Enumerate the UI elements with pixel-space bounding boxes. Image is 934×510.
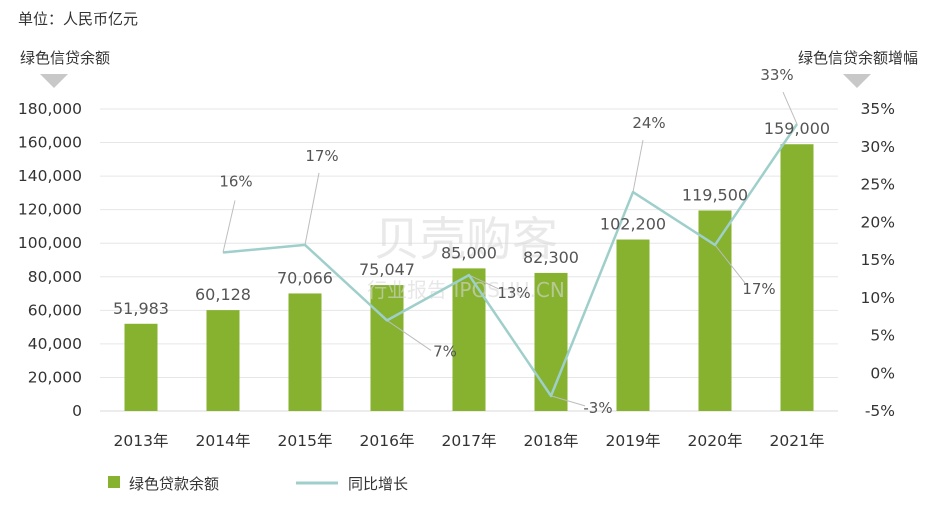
legend: 绿色贷款余额 同比增长 xyxy=(108,475,408,493)
growth-value-label: 16% xyxy=(219,172,252,190)
bar xyxy=(288,293,322,411)
x-tick-label: 2016年 xyxy=(360,432,415,450)
growth-line xyxy=(222,123,799,398)
leader-line xyxy=(782,91,798,125)
right-tick-label: 30% xyxy=(861,138,895,156)
growth-value-label: 17% xyxy=(742,280,775,298)
left-axis-ticks: 0 20,000 40,000 60,000 80,000 100,000 120,000 1… xyxy=(18,100,82,420)
bar-value-label: 51,983 xyxy=(113,299,169,318)
left-tick-label: 100,000 xyxy=(18,234,82,252)
growth-value-label: 7% xyxy=(433,342,457,360)
bar-value-label: 70,066 xyxy=(277,268,333,287)
growth-line-series xyxy=(222,123,799,398)
watermark-sub: 行业报告 IPOSHU.CN xyxy=(367,278,565,302)
right-tick-label: 0% xyxy=(870,364,895,382)
right-tick-label: 25% xyxy=(861,176,895,194)
right-tick-label: 10% xyxy=(861,289,895,307)
bar xyxy=(370,285,404,411)
growth-value-label: 17% xyxy=(305,147,338,165)
x-axis-ticks: 2013年 2014年 2015年 2016年 2017年 2018年 2019年 2020年… xyxy=(114,432,825,450)
x-tick-label: 2013年 xyxy=(114,432,169,450)
unit-label: 单位：人民币亿元 xyxy=(18,10,138,28)
right-tick-label: 35% xyxy=(861,100,895,118)
left-tick-label: 20,000 xyxy=(28,368,82,386)
left-axis-title: 绿色信贷余额 xyxy=(20,49,110,67)
x-tick-label: 2015年 xyxy=(278,432,333,450)
left-tick-label: 60,000 xyxy=(28,301,82,319)
bar-value-label: 159,000 xyxy=(764,119,830,138)
right-axis-marker xyxy=(843,74,871,88)
growth-value-label: 33% xyxy=(760,66,793,84)
bar xyxy=(206,310,240,411)
right-tick-label: 5% xyxy=(870,327,895,345)
x-tick-label: 2014年 xyxy=(196,432,251,450)
growth-label-leaders xyxy=(222,91,798,407)
bar xyxy=(616,239,650,411)
legend-line-label: 同比增长 xyxy=(348,475,408,493)
left-tick-label: 160,000 xyxy=(18,134,82,152)
bar-value-label: 85,000 xyxy=(441,243,497,262)
left-axis-marker xyxy=(40,74,68,88)
left-tick-label: 80,000 xyxy=(28,268,82,286)
leader-line xyxy=(222,200,236,253)
legend-bar-swatch xyxy=(108,476,120,488)
growth-value-label: 13% xyxy=(497,284,530,302)
growth-value-label: -3% xyxy=(583,399,612,417)
bar-value-label: 102,200 xyxy=(600,215,666,234)
right-tick-label: 15% xyxy=(861,251,895,269)
left-tick-label: 120,000 xyxy=(18,201,82,219)
leader-line xyxy=(468,274,500,290)
left-tick-label: 140,000 xyxy=(18,167,82,185)
leader-line xyxy=(632,139,644,193)
x-tick-label: 2021年 xyxy=(770,432,825,450)
bar xyxy=(780,144,814,411)
watermark: 贝壳购客 行业报告 IPOSHU.CN xyxy=(367,212,565,302)
right-tick-label: -5% xyxy=(865,402,895,420)
leader-line xyxy=(550,395,586,407)
growth-data-labels: 16% 17% 7% 13% -3% 24% 17% 33% xyxy=(219,66,793,417)
growth-value-label: 24% xyxy=(632,114,665,132)
bar-value-label: 82,300 xyxy=(523,248,579,267)
left-tick-label: 180,000 xyxy=(18,100,82,118)
bar-value-label: 60,128 xyxy=(195,285,251,304)
right-axis-title: 绿色信贷余额增幅 xyxy=(798,49,918,67)
leader-line xyxy=(714,244,746,284)
bar xyxy=(698,210,732,411)
leader-line xyxy=(386,319,432,351)
leader-line xyxy=(304,172,320,245)
watermark-main: 贝壳购客 xyxy=(374,212,558,266)
right-tick-label: 20% xyxy=(861,213,895,231)
legend-bar-label: 绿色贷款余额 xyxy=(129,475,219,493)
right-axis-ticks: -5% 0% 5% 10% 15% 20% 25% 30% 35% xyxy=(861,100,895,420)
bar xyxy=(124,323,158,411)
bar xyxy=(534,272,568,411)
left-tick-label: 40,000 xyxy=(28,335,82,353)
bar-value-label: 119,500 xyxy=(682,186,748,205)
x-tick-label: 2018年 xyxy=(524,432,579,450)
bar-data-labels: 51,983 60,128 70,066 75,047 85,000 82,300 102,… xyxy=(113,119,830,318)
bar-value-label: 75,047 xyxy=(359,260,415,279)
left-tick-label: 0 xyxy=(72,402,82,420)
bar-series xyxy=(124,144,814,411)
x-tick-label: 2019年 xyxy=(606,432,661,450)
x-tick-label: 2020年 xyxy=(688,432,743,450)
x-tick-label: 2017年 xyxy=(442,432,497,450)
